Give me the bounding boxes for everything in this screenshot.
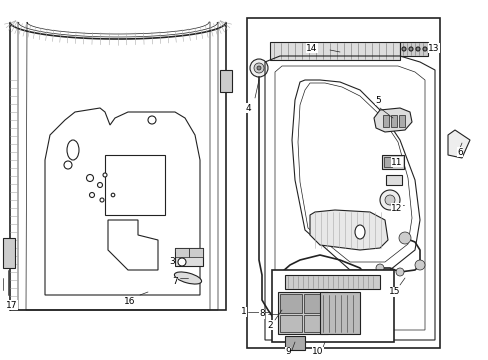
Text: 15: 15 (388, 288, 400, 297)
Circle shape (401, 47, 405, 51)
Circle shape (384, 195, 394, 205)
Circle shape (89, 193, 94, 198)
Ellipse shape (67, 140, 79, 160)
Bar (390, 115, 396, 127)
Circle shape (379, 190, 399, 210)
Polygon shape (108, 220, 158, 270)
Circle shape (103, 173, 107, 177)
Text: 7: 7 (172, 278, 178, 287)
Circle shape (100, 198, 104, 202)
Polygon shape (309, 210, 387, 250)
Text: 10: 10 (312, 347, 323, 356)
Ellipse shape (174, 272, 201, 284)
Bar (280, 315, 302, 332)
Polygon shape (373, 108, 411, 132)
Bar (304, 315, 325, 332)
Bar (285, 275, 379, 289)
Circle shape (415, 47, 419, 51)
Bar (278, 292, 327, 334)
Circle shape (274, 298, 288, 312)
Bar (382, 115, 388, 127)
Polygon shape (45, 108, 200, 295)
Bar (220, 70, 231, 92)
Circle shape (398, 232, 410, 244)
Bar (3, 238, 15, 268)
Circle shape (111, 193, 115, 197)
Bar (246, 18, 439, 348)
Bar (280, 294, 302, 313)
Circle shape (408, 47, 412, 51)
Circle shape (395, 268, 403, 276)
Bar (105, 155, 164, 215)
Ellipse shape (354, 225, 364, 239)
Ellipse shape (64, 161, 72, 169)
Text: 16: 16 (124, 297, 136, 306)
Bar (175, 248, 203, 266)
Bar (271, 270, 393, 342)
Bar (189, 248, 203, 257)
Bar (175, 248, 189, 257)
Bar (381, 155, 403, 169)
Text: 17: 17 (6, 301, 18, 310)
Text: 3: 3 (169, 257, 175, 266)
Polygon shape (10, 22, 225, 310)
Bar (399, 42, 427, 56)
Circle shape (86, 175, 93, 181)
Bar (385, 175, 401, 185)
Text: 8: 8 (259, 310, 264, 319)
Bar (269, 42, 399, 60)
Circle shape (178, 258, 185, 266)
Circle shape (422, 47, 426, 51)
Text: 11: 11 (390, 158, 402, 166)
Text: 4: 4 (244, 104, 250, 113)
Circle shape (253, 63, 264, 73)
Bar (304, 294, 325, 313)
Polygon shape (447, 130, 469, 158)
Text: 12: 12 (390, 203, 402, 212)
Circle shape (414, 260, 424, 270)
Text: 1: 1 (241, 307, 246, 316)
Circle shape (257, 66, 261, 70)
Bar (319, 292, 359, 334)
Text: 5: 5 (374, 95, 380, 104)
Circle shape (364, 273, 374, 283)
Circle shape (97, 183, 102, 188)
Text: 6: 6 (456, 148, 462, 157)
Bar (383, 157, 391, 167)
Text: 9: 9 (285, 347, 290, 356)
Circle shape (249, 59, 267, 77)
Circle shape (279, 302, 285, 308)
Bar (398, 115, 404, 127)
Text: 2: 2 (266, 320, 272, 329)
Circle shape (375, 264, 383, 272)
Text: 14: 14 (305, 44, 317, 53)
Text: 13: 13 (427, 44, 439, 53)
Bar (285, 336, 305, 350)
Circle shape (148, 116, 156, 124)
